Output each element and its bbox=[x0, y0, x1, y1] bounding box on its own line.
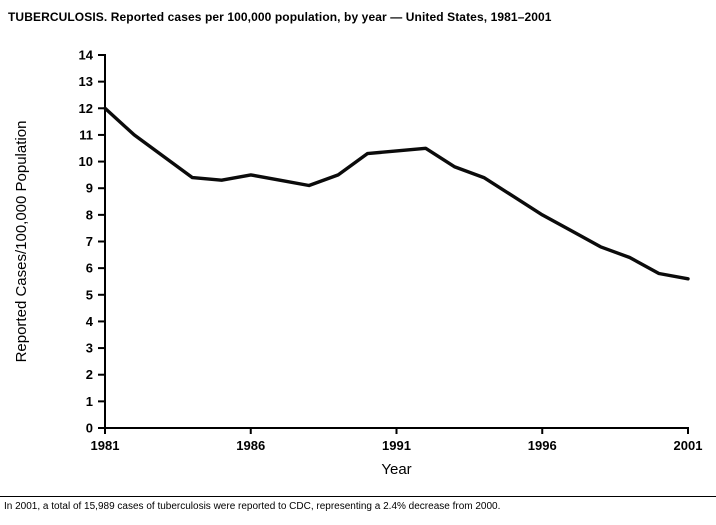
y-tick-label: 2 bbox=[86, 367, 93, 382]
y-tick-label: 5 bbox=[86, 287, 93, 302]
y-tick-label: 3 bbox=[86, 341, 93, 356]
x-tick-label: 1996 bbox=[528, 438, 557, 453]
x-tick-label: 2001 bbox=[674, 438, 703, 453]
x-tick-label: 1981 bbox=[91, 438, 120, 453]
y-tick-label: 6 bbox=[86, 261, 93, 276]
y-tick-label: 13 bbox=[79, 74, 93, 89]
y-tick-label: 11 bbox=[79, 127, 93, 142]
y-tick-label: 10 bbox=[79, 154, 93, 169]
y-tick-label: 7 bbox=[86, 234, 93, 249]
x-axis-title: Year bbox=[381, 461, 411, 478]
chart-title: TUBERCULOSIS. Reported cases per 100,000… bbox=[8, 10, 552, 24]
x-tick-label: 1991 bbox=[382, 438, 411, 453]
tb-rate-line bbox=[103, 106, 690, 281]
footnote: In 2001, a total of 15,989 cases of tube… bbox=[0, 496, 716, 512]
y-axis-title: Reported Cases/100,000 Population bbox=[13, 121, 30, 363]
y-tick-label: 4 bbox=[86, 314, 94, 329]
y-tick-label: 0 bbox=[86, 421, 93, 436]
y-tick-label: 9 bbox=[86, 181, 93, 196]
y-tick-label: 12 bbox=[79, 101, 93, 116]
x-tick-label: 1986 bbox=[236, 438, 265, 453]
y-tick-label: 1 bbox=[86, 394, 93, 409]
y-tick-label: 14 bbox=[79, 48, 94, 63]
y-tick-label: 8 bbox=[86, 207, 93, 222]
